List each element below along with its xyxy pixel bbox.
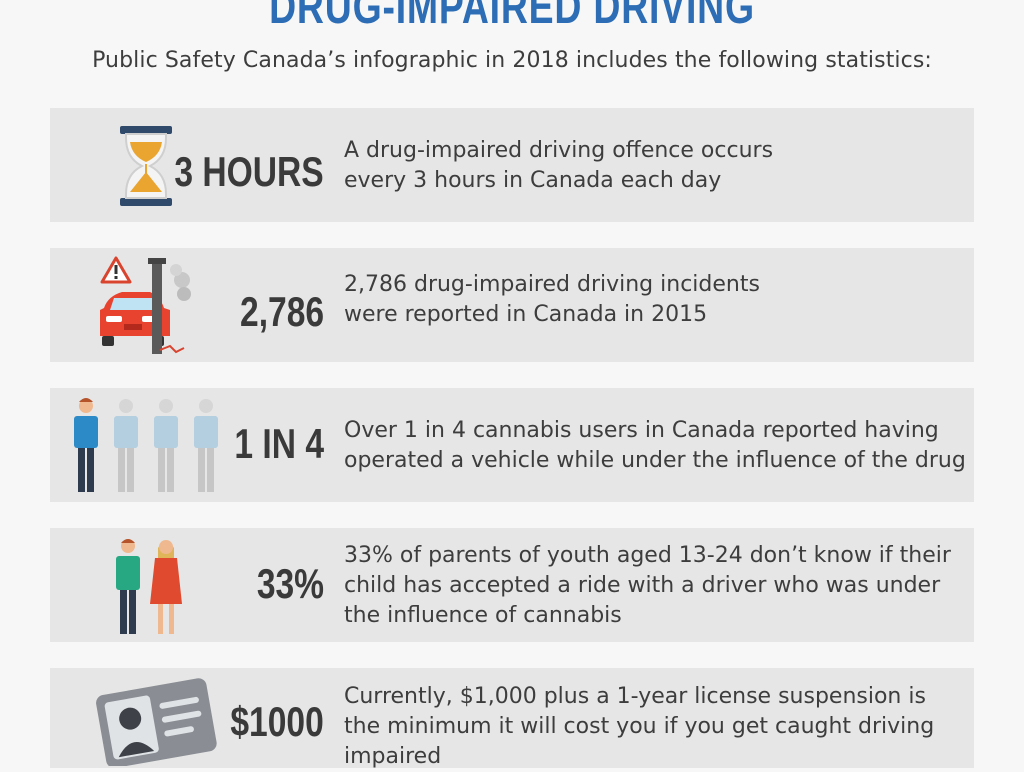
description-line: 2,786 drug-impaired driving incidents (344, 272, 760, 297)
license-card-icon (96, 678, 217, 766)
stat-description: 2,786 drug-impaired driving incidents we… (344, 270, 964, 330)
stat-description: Currently, $1,000 plus a 1-year license … (344, 682, 964, 772)
stat-value: 1 IN 4 (234, 420, 324, 467)
stat-value: $1000 (230, 698, 324, 745)
description-line: every 3 hours in Canada each day (344, 168, 722, 193)
hourglass-icon (120, 126, 172, 206)
description-line: 33% of parents of youth aged 13-24 don’t… (344, 543, 951, 568)
parents-icon (116, 539, 182, 634)
description-line: the minimum it will cost you if you get … (344, 714, 935, 739)
description-line: operated a vehicle while under the influ… (344, 448, 966, 473)
people-icon (74, 398, 218, 492)
stat-description: 33% of parents of youth aged 13-24 don’t… (344, 541, 964, 631)
stat-description: Over 1 in 4 cannabis users in Canada rep… (344, 416, 970, 476)
stat-value: 2,786 (239, 288, 324, 335)
description-line: the influence of cannabis (344, 603, 622, 628)
stat-value: 33% (256, 560, 324, 607)
stat-card-fine: $1000 Currently, $1,000 plus a 1-year li… (50, 668, 974, 769)
page-title: DRUG-IMPAIRED DRIVING (269, 0, 755, 32)
stat-card-cannabis-users: 1 IN 4 Over 1 in 4 cannabis users in Can… (50, 388, 974, 502)
stat-description: A drug-impaired driving offence occurs e… (344, 136, 964, 196)
description-line: Currently, $1,000 plus a 1-year license … (344, 684, 926, 709)
page-subtitle: Public Safety Canada’s infographic in 20… (92, 48, 932, 73)
description-line: Over 1 in 4 cannabis users in Canada rep… (344, 418, 939, 443)
description-line: impaired (344, 744, 442, 769)
description-line: child has accepted a ride with a driver … (344, 573, 941, 598)
stat-card-hours: 3 HOURS A drug-impaired driving offence … (50, 108, 974, 222)
car-crash-icon (100, 256, 191, 354)
stat-value: 3 HOURS (174, 148, 324, 195)
description-line: A drug-impaired driving offence occurs (344, 138, 774, 163)
stat-card-parents: 33% 33% of parents of youth aged 13-24 d… (50, 528, 974, 642)
description-line: were reported in Canada in 2015 (344, 302, 708, 327)
stat-card-incidents: 2,786 2,786 drug-impaired driving incide… (50, 248, 974, 362)
